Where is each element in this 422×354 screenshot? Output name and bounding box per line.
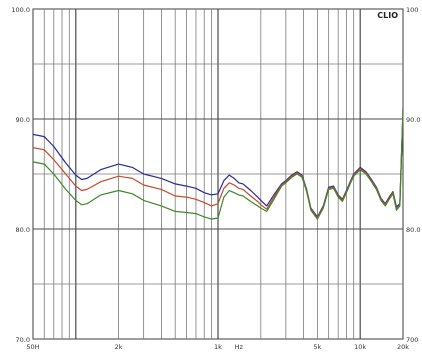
y-tick-label-left: 90.0 <box>16 116 30 124</box>
series-line-3 <box>32 111 404 220</box>
y-tick-label-right: 700 <box>406 336 418 344</box>
y-tick-label-left: 100.0 <box>11 6 30 14</box>
series-line-2 <box>32 110 404 219</box>
x-tick-label: 5k <box>313 343 321 350</box>
x-tick-label: 10k <box>354 343 366 350</box>
brand-label: CLIO <box>377 11 398 20</box>
grid-lines <box>33 9 403 339</box>
y-tick-label-right: 80.0 <box>406 226 420 234</box>
y-tick-label-right: 90.0 <box>406 116 420 124</box>
y-tick-label-left: 70.0 <box>16 336 30 344</box>
tick-labels: 100.0 90.0 80.0 70.0 100 90.0 80.0 700 50H 2k 1k Hz… <box>11 6 420 351</box>
x-tick-label: Hz <box>235 343 244 350</box>
series-group <box>32 109 404 220</box>
y-tick-label-left: 80.0 <box>16 226 30 234</box>
x-tick-label: 50H <box>26 343 39 350</box>
x-tick-label: 2k <box>115 343 123 350</box>
series-line-1 <box>32 109 404 218</box>
x-tick-label: 20k <box>397 343 409 350</box>
x-tick-label: 1k <box>214 343 222 350</box>
y-tick-label-right: 100 <box>406 6 418 14</box>
